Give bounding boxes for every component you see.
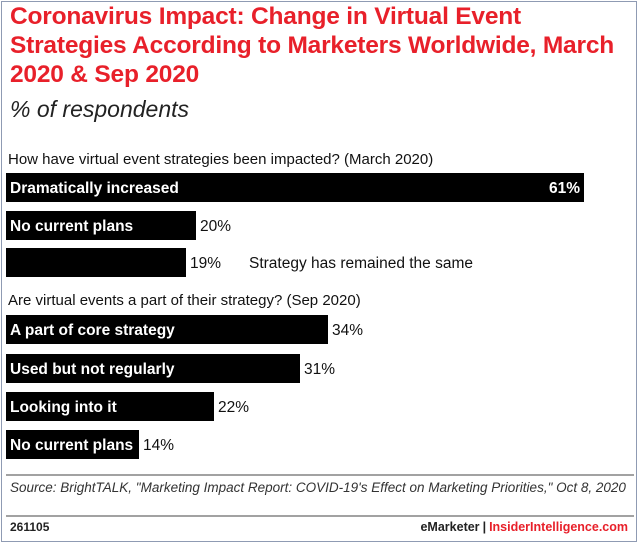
bar-label: A part of core strategy: [10, 322, 175, 339]
bar-label: Looking into it: [10, 399, 117, 416]
value-label: 19%: [190, 255, 221, 272]
source-note: Source: BrightTALK, "Marketing Impact Re…: [10, 480, 626, 495]
chart-id: 261105: [10, 520, 50, 534]
bar: [6, 173, 584, 202]
value-label: 31%: [304, 361, 335, 378]
bar-label: Used but not regularly: [10, 361, 175, 378]
question-label: How have virtual event strategies been i…: [8, 151, 433, 168]
value-label: 14%: [143, 437, 174, 454]
brand-separator: |: [482, 520, 487, 534]
value-label: 20%: [200, 218, 231, 235]
brand-name: eMarketer: [420, 520, 480, 534]
question-label: Are virtual events a part of their strat…: [8, 292, 361, 309]
chart-subtitle: % of respondents: [10, 96, 190, 122]
bar: [6, 248, 186, 277]
bar: [6, 211, 196, 240]
value-label: 61%: [549, 180, 580, 197]
footer-brand: eMarketer | InsiderIntelligence.com: [420, 520, 628, 534]
bar-label: No current plans: [10, 218, 133, 235]
chart-title: Coronavirus Impact: Change in Virtual Ev…: [10, 3, 615, 88]
outside-bar-label: Strategy has remained the same: [249, 255, 473, 272]
bar-label: No current plans: [10, 437, 133, 454]
bar: [6, 354, 300, 383]
value-label: 22%: [218, 399, 249, 416]
brand-site-link[interactable]: InsiderIntelligence.com: [489, 520, 628, 534]
bar-label: Dramatically increased: [10, 180, 179, 197]
bar: [6, 315, 328, 344]
value-label: 34%: [332, 322, 363, 339]
bar: [6, 430, 139, 459]
bar: [6, 392, 214, 421]
